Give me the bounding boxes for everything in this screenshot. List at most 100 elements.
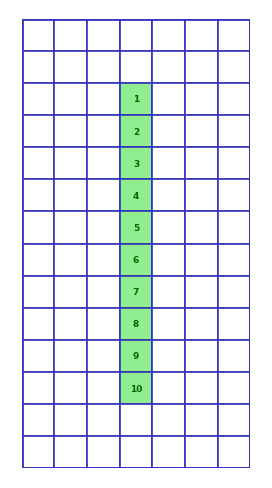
Text: 4: 4 (133, 191, 139, 201)
Bar (120, 83, 152, 116)
Text: 6: 6 (133, 256, 139, 264)
Bar (87, 20, 120, 52)
Bar (22, 405, 54, 436)
Bar (54, 405, 87, 436)
Bar (152, 308, 185, 340)
Text: 8: 8 (133, 320, 139, 328)
Bar (152, 436, 185, 468)
Bar (218, 212, 250, 244)
Bar (120, 308, 152, 340)
Bar (120, 276, 152, 308)
Bar (87, 148, 120, 180)
Bar (218, 308, 250, 340)
Bar (87, 405, 120, 436)
Bar (218, 436, 250, 468)
Bar (152, 340, 185, 372)
Bar (87, 308, 120, 340)
Bar (185, 212, 218, 244)
Text: 5: 5 (133, 224, 139, 232)
Bar (218, 52, 250, 83)
Bar (218, 405, 250, 436)
Bar (218, 148, 250, 180)
Bar (54, 212, 87, 244)
Bar (22, 83, 54, 116)
Bar (152, 372, 185, 405)
Bar (54, 244, 87, 276)
Bar (218, 180, 250, 212)
Text: 9: 9 (133, 352, 139, 361)
Bar (54, 372, 87, 405)
Bar (54, 52, 87, 83)
Bar (54, 180, 87, 212)
Bar (218, 372, 250, 405)
Bar (152, 405, 185, 436)
Bar (54, 308, 87, 340)
Bar (120, 148, 152, 180)
Bar (22, 276, 54, 308)
Bar (185, 20, 218, 52)
Bar (120, 405, 152, 436)
Bar (218, 340, 250, 372)
Bar (22, 436, 54, 468)
Bar (152, 180, 185, 212)
Bar (54, 436, 87, 468)
Bar (87, 116, 120, 148)
Bar (87, 436, 120, 468)
Text: 7: 7 (133, 287, 139, 297)
Bar (218, 276, 250, 308)
Bar (87, 180, 120, 212)
Bar (22, 340, 54, 372)
Text: 2: 2 (133, 127, 139, 136)
Bar (22, 52, 54, 83)
Bar (120, 20, 152, 52)
Bar (152, 212, 185, 244)
Bar (218, 244, 250, 276)
Bar (22, 244, 54, 276)
Bar (120, 372, 152, 405)
Bar (54, 340, 87, 372)
Bar (152, 244, 185, 276)
Bar (152, 20, 185, 52)
Bar (22, 372, 54, 405)
Bar (87, 372, 120, 405)
Bar (120, 212, 152, 244)
Bar (185, 276, 218, 308)
Bar (54, 20, 87, 52)
Bar (22, 180, 54, 212)
Bar (185, 372, 218, 405)
Bar (120, 244, 152, 276)
Bar (120, 180, 152, 212)
Bar (185, 405, 218, 436)
Bar (152, 83, 185, 116)
Text: 10: 10 (130, 384, 142, 393)
Bar (185, 52, 218, 83)
Bar (120, 52, 152, 83)
Bar (87, 83, 120, 116)
Bar (22, 148, 54, 180)
Bar (218, 20, 250, 52)
Bar (185, 83, 218, 116)
Bar (185, 436, 218, 468)
Bar (54, 116, 87, 148)
Bar (185, 180, 218, 212)
Bar (152, 148, 185, 180)
Text: 3: 3 (133, 160, 139, 168)
Bar (87, 244, 120, 276)
Bar (87, 52, 120, 83)
Bar (120, 436, 152, 468)
Bar (87, 340, 120, 372)
Bar (54, 148, 87, 180)
Bar (152, 116, 185, 148)
Bar (152, 52, 185, 83)
Bar (22, 308, 54, 340)
Bar (218, 83, 250, 116)
Bar (120, 340, 152, 372)
Bar (22, 20, 54, 52)
Bar (87, 212, 120, 244)
Bar (87, 276, 120, 308)
Bar (185, 148, 218, 180)
Bar (185, 244, 218, 276)
Bar (185, 116, 218, 148)
Bar (218, 116, 250, 148)
Bar (185, 308, 218, 340)
